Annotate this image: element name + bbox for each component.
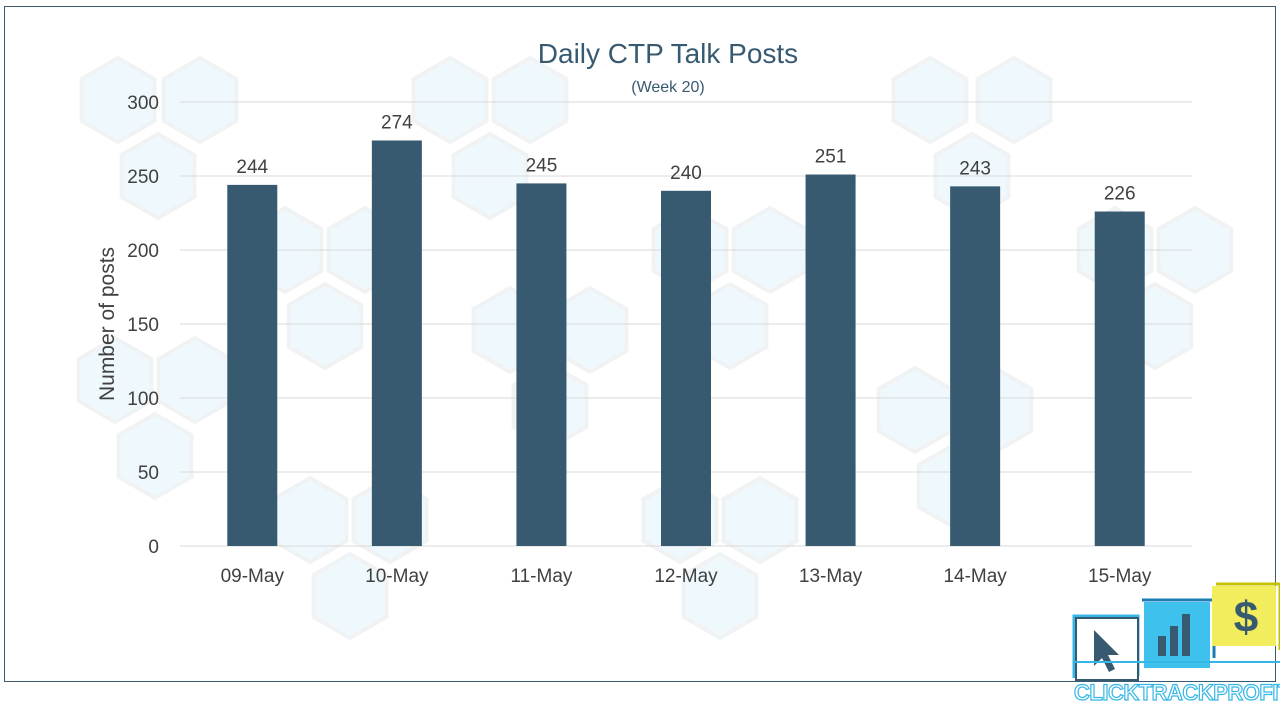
clicktrackprofit-logo: $ xyxy=(1072,582,1280,681)
data-label: 251 xyxy=(815,147,847,168)
watermark-hexagon xyxy=(156,335,234,425)
data-label: 245 xyxy=(526,155,558,176)
watermark-hexagon xyxy=(311,551,389,641)
watermark-hexagon xyxy=(411,55,489,145)
bar-chart-icon xyxy=(1158,614,1190,656)
bar-12-May xyxy=(661,190,711,547)
x-tick-label: 11-May xyxy=(510,566,572,587)
watermark-hexagon xyxy=(975,55,1053,145)
bar-11-May xyxy=(516,183,567,546)
y-tick-label: 50 xyxy=(138,463,159,484)
watermark-hexagon xyxy=(681,551,759,641)
chart-frame xyxy=(4,6,1276,682)
bar-09-May xyxy=(227,184,278,546)
watermark-hexagon xyxy=(161,55,239,145)
watermark-hexagon xyxy=(721,475,799,565)
cursor-icon xyxy=(1094,630,1119,672)
chart-subtitle: (Week 20) xyxy=(631,79,705,96)
y-axis-ticks: 0 50 100 150 200 250 300 xyxy=(127,93,159,558)
watermark-hexagon xyxy=(491,55,569,145)
data-labels: 244 274 245 240 251 243 226 xyxy=(236,112,1135,204)
y-tick-label: 100 xyxy=(127,389,159,410)
y-axis-label: Number of posts xyxy=(96,247,119,401)
svg-text:$: $ xyxy=(1234,593,1258,642)
y-tick-label: 150 xyxy=(127,315,159,336)
x-tick-label: 10-May xyxy=(365,566,429,587)
x-tick-label: 13-May xyxy=(799,566,863,587)
data-label: 244 xyxy=(236,157,268,178)
x-tick-label: 15-May xyxy=(1088,566,1152,587)
watermark-hexagon xyxy=(891,55,969,145)
watermark-hexagon xyxy=(876,365,954,455)
y-tick-label: 200 xyxy=(127,241,159,262)
data-label: 243 xyxy=(959,158,991,179)
logo-wordmark: CLICKTRACKPROFIT xyxy=(1073,679,1280,705)
watermark-hexagon xyxy=(116,411,194,501)
x-tick-label: 14-May xyxy=(943,566,1007,587)
y-tick-label: 0 xyxy=(148,537,159,558)
data-label: 226 xyxy=(1104,184,1136,205)
watermark-hexagon xyxy=(79,55,157,145)
x-tick-label: 12-May xyxy=(654,566,718,587)
bars xyxy=(227,140,1145,547)
data-label: 240 xyxy=(670,163,702,184)
watermark-hexagon xyxy=(286,281,364,371)
bar-14-May xyxy=(950,186,1001,547)
data-label: 274 xyxy=(381,112,413,133)
dollar-icon: $ xyxy=(1234,593,1258,642)
x-axis-ticks: 09-May 10-May 11-May 12-May 13-May 14-May 15-M… xyxy=(221,566,1152,587)
bar-10-May xyxy=(371,140,422,547)
x-tick-label: 09-May xyxy=(221,566,285,587)
watermark-hexagon xyxy=(119,131,197,221)
bar-13-May xyxy=(805,174,856,546)
y-tick-label: 250 xyxy=(127,167,159,188)
watermark-hexagon xyxy=(76,335,154,425)
watermark-hexagon xyxy=(1156,205,1234,295)
bar-15-May xyxy=(1094,211,1145,546)
chart-title: Daily CTP Talk Posts xyxy=(538,38,798,69)
y-tick-label: 300 xyxy=(127,93,159,114)
watermark-hexagon xyxy=(271,475,349,565)
